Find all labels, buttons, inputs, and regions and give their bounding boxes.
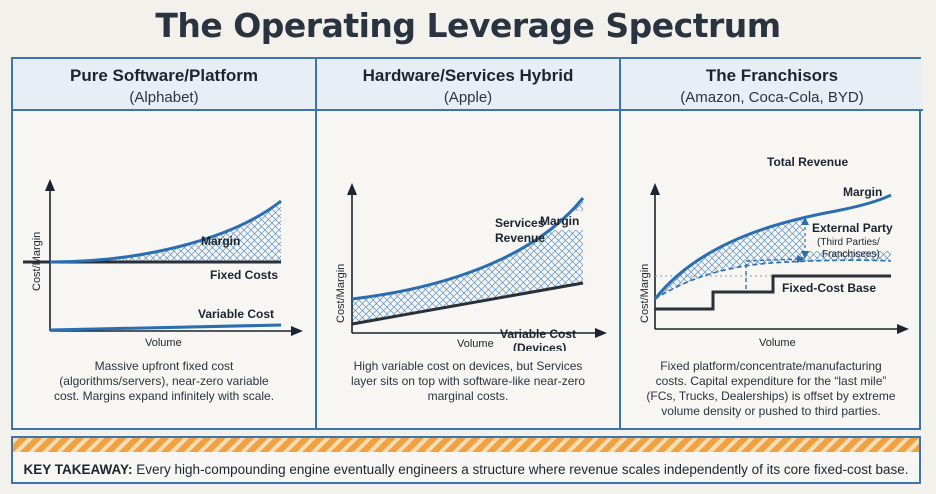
panel-divider [315, 59, 317, 428]
hybrid-chart: Services Revenue Margin Variable Cost (D… [335, 183, 607, 351]
panel-description: High variable cost on devices, but Servi… [350, 359, 586, 403]
y-axis-label: Cost/Margin [335, 264, 347, 323]
y-axis-arrow [347, 183, 357, 195]
external-party-label: External Party [812, 221, 893, 235]
revenue-label: Revenue [495, 231, 545, 245]
panel-heading: Pure Software/Platform [70, 66, 258, 85]
fixed-costs-label: Fixed Costs [210, 268, 278, 282]
panel-franchisors: The Franchisors (Amazon, Coca-Cola, BYD) [621, 59, 923, 428]
variable-cost-line [49, 323, 282, 332]
franchisor-chart: Total Revenue Margin External Party (Thi… [639, 155, 909, 349]
y-axis-arrow [650, 183, 660, 195]
panel-header: Hardware/Services Hybrid (Apple) [317, 59, 619, 111]
panel-description: Fixed platform/concentrate/manufacturing… [646, 359, 896, 418]
y-axis-label: Cost/Margin [31, 232, 43, 291]
total-revenue-curve [653, 193, 892, 300]
margin-area [50, 201, 281, 262]
panel-divider [619, 59, 621, 428]
revenue-curve [49, 199, 282, 264]
panel-subheading: (Apple) [443, 89, 493, 106]
dashed-cost-curve [654, 259, 892, 300]
takeaway-label: KEY TAKEAWAY: [23, 462, 133, 477]
margin-label: Margin [201, 234, 240, 248]
panel-heading: Hardware/Services Hybrid [362, 66, 574, 85]
panel-header: Pure Software/Platform (Alphabet) [13, 59, 315, 111]
fixed-cost-base-label: Fixed-Cost Base [782, 281, 876, 295]
x-axis-arrow [595, 328, 607, 338]
margin-label: Margin [843, 185, 882, 199]
panel-heading: The Franchisors [705, 66, 839, 85]
panel-header: The Franchisors (Amazon, Coca-Cola, BYD) [621, 59, 923, 111]
takeaway-body: Every high-compounding engine eventually… [132, 462, 909, 477]
variable-cost-line [351, 281, 584, 326]
software-chart: Margin Fixed Costs Variable Cost Cost/Ma… [23, 179, 303, 349]
panel-subheading: (Alphabet) [129, 89, 199, 106]
page-title: The Operating Leverage Spectrum [155, 6, 781, 45]
devices-label: (Devices) [513, 341, 566, 351]
total-revenue-label: Total Revenue [767, 155, 848, 169]
panels-container: Pure Software/Platform (Alphabet) Margin… [11, 57, 923, 430]
external-sub-label-2: Franchisees) [822, 249, 880, 260]
x-axis-label: Volume [457, 338, 494, 350]
margin-label: Margin [540, 214, 579, 228]
external-sub-label-1: (Third Parties/ [817, 237, 880, 248]
key-takeaway-box: KEY TAKEAWAY: Every high-compounding eng… [11, 436, 921, 484]
warning-stripe [13, 438, 919, 452]
panel-description: Massive upfront fixed cost (algorithms/s… [53, 359, 275, 403]
x-axis-arrow [291, 326, 303, 336]
y-axis-label: Cost/Margin [639, 264, 651, 323]
services-label: Services [495, 216, 545, 230]
x-axis-arrow [897, 324, 909, 334]
panel-software: Pure Software/Platform (Alphabet) Margin… [13, 59, 315, 428]
range-arrow-top [801, 217, 809, 225]
variable-cost-label: Variable Cost [198, 307, 274, 321]
key-takeaway-text: KEY TAKEAWAY: Every high-compounding eng… [13, 462, 919, 477]
panel-subheading: (Amazon, Coca-Cola, BYD) [680, 89, 864, 106]
services-revenue-curve [351, 197, 585, 301]
external-arrow-path [745, 258, 800, 289]
panel-hybrid: Hardware/Services Hybrid (Apple) Service… [317, 59, 619, 428]
y-axis-arrow [45, 179, 55, 191]
x-axis-label: Volume [145, 337, 182, 349]
external-arrow-head [797, 255, 805, 263]
x-axis-label: Volume [759, 337, 796, 349]
fixed-cost-step [655, 274, 891, 311]
range-arrow-bottom [801, 251, 809, 259]
variable-cost-label: Variable Cost [500, 327, 576, 341]
